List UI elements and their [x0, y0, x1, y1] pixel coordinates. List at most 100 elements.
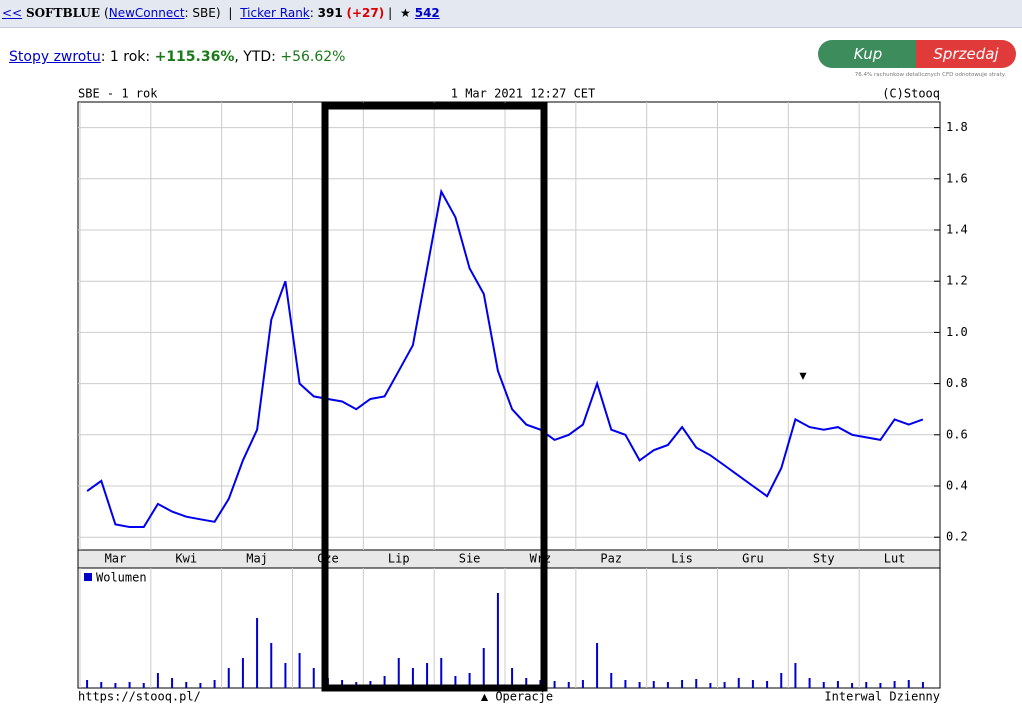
text: (: [104, 6, 109, 20]
y-tick-label: 0.4: [946, 479, 968, 493]
volume-bar: [383, 676, 386, 688]
chart-credit: (C)Stooq: [882, 87, 940, 101]
volume-bar: [114, 683, 117, 688]
x-tick-label: Wrz: [530, 552, 552, 566]
volume-bar: [128, 682, 131, 688]
buy-button[interactable]: Kup: [818, 40, 918, 68]
footer-right: Interwal Dzienny: [824, 690, 940, 704]
x-tick-label: Lip: [388, 552, 410, 566]
chart-subtitle: 1 Mar 2021 12:27 CET: [451, 87, 596, 101]
volume-bar: [426, 663, 429, 688]
y-tick-label: 1.0: [946, 325, 968, 339]
disclaimer: 76.4% rachunków detalicznych CFD odnotow…: [854, 72, 1006, 78]
volume-bar: [341, 680, 344, 688]
volume-bar: [907, 680, 910, 688]
y-tick-label: 0.6: [946, 427, 968, 441]
rank-change: (+27): [346, 6, 385, 20]
volume-bar: [227, 668, 230, 688]
volume-bar: [284, 663, 287, 688]
volume-bar: [893, 681, 896, 688]
footer-center: ▲ Operacje: [481, 690, 553, 704]
volume-bar: [638, 682, 641, 688]
volume-bar: [468, 673, 471, 688]
sell-button[interactable]: Sprzedaj: [916, 40, 1016, 68]
rank-link[interactable]: Ticker Rank: [240, 6, 310, 20]
sep: |: [228, 6, 233, 20]
y-tick-label: 0.2: [946, 530, 968, 544]
volume-bar: [482, 648, 485, 688]
symbol: SOFTBLUE: [25, 6, 101, 20]
volume-bar: [454, 676, 457, 688]
x-tick-label: Sie: [459, 552, 481, 566]
volume-bar: [737, 678, 740, 688]
x-tick-label: Lut: [884, 552, 906, 566]
y-tick-label: 1.2: [946, 274, 968, 288]
volume-bar: [822, 682, 825, 688]
volume-bar: [397, 658, 400, 688]
volume-bar: [553, 681, 556, 688]
volume-bar: [581, 680, 584, 688]
y-tick-label: 0.8: [946, 376, 968, 390]
x-tick-label: Mar: [105, 552, 127, 566]
annotation: ▼: [799, 369, 807, 383]
volume-bar: [213, 680, 216, 688]
text: : 1 rok:: [100, 49, 151, 65]
back-link[interactable]: <<: [2, 6, 23, 20]
volume-bar: [241, 658, 244, 688]
text: :: [309, 6, 314, 20]
volume-bar: [851, 683, 854, 688]
volume-bar: [171, 678, 174, 688]
volume-bar: [780, 673, 783, 688]
legend-label: Wolumen: [96, 571, 147, 585]
volume-bar: [836, 681, 839, 688]
volume-bar: [256, 618, 259, 688]
volume-bar: [496, 593, 499, 688]
text: , YTD:: [234, 49, 276, 65]
volume-bar: [596, 643, 599, 688]
volume-bar: [709, 683, 712, 688]
y-tick-label: 1.6: [946, 171, 968, 185]
highlight-box: [321, 102, 548, 692]
price-line: [86, 188, 924, 528]
volume-bar: [624, 680, 627, 688]
ytd-return: +56.62%: [280, 49, 346, 65]
volume-bar: [652, 681, 655, 688]
volume-pane: [77, 567, 941, 689]
returns: Stopy zwrotu: 1 rok: +115.36%, YTD: +56.…: [9, 49, 345, 65]
volume-bar: [865, 682, 868, 688]
legend-swatch: [84, 573, 92, 581]
volume-bar: [440, 658, 443, 688]
volume-bar: [921, 682, 924, 688]
volume-bar: [808, 678, 811, 688]
volume-bar: [525, 678, 528, 688]
volume-bar: [610, 673, 613, 688]
footer-left: https://stooq.pl/: [78, 690, 201, 704]
sep: |: [388, 6, 393, 20]
volume-bar: [666, 682, 669, 688]
x-tick-label: Kwi: [175, 552, 197, 566]
y-tick-label: 1.8: [946, 120, 968, 134]
market-link[interactable]: NewConnect: [108, 6, 185, 20]
volume-bar: [539, 680, 542, 688]
star-count[interactable]: 542: [414, 6, 440, 20]
volume-bar: [567, 682, 570, 688]
returns-link[interactable]: Stopy zwrotu: [9, 49, 101, 65]
volume-bar: [511, 668, 514, 688]
x-tick-label: Maj: [246, 552, 268, 566]
volume-bar: [766, 681, 769, 688]
volume-bar: [86, 680, 89, 688]
chart-title: SBE - 1 rok: [78, 87, 158, 101]
volume-bar: [695, 679, 698, 688]
volume-bar: [879, 683, 882, 688]
y-tick-label: 1.4: [946, 223, 968, 237]
volume-bar: [751, 680, 754, 688]
volume-bar: [723, 682, 726, 688]
volume-bar: [142, 683, 145, 688]
x-tick-label: Sty: [813, 552, 835, 566]
volume-bar: [156, 673, 159, 688]
volume-bar: [100, 682, 103, 688]
volume-bar: [298, 653, 301, 688]
volume-bar: [270, 643, 273, 688]
